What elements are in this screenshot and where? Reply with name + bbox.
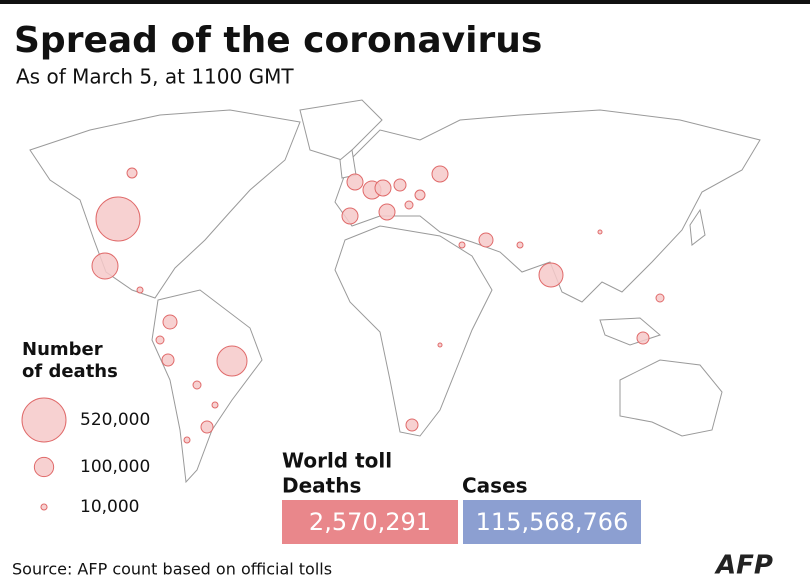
cases-label: Cases <box>462 474 528 498</box>
toll-title: World toll <box>282 449 392 473</box>
deaths-value: 2,570,291 <box>309 508 431 536</box>
logo: AFP <box>714 551 773 581</box>
legend-title: Number <box>22 339 103 360</box>
legend: 520,000 100,000 10,000 <box>21 397 150 517</box>
legend-title: of deaths <box>22 361 118 382</box>
deaths-label: Deaths <box>282 474 361 498</box>
legend-label: 520,000 <box>80 410 150 430</box>
deaths-box <box>282 500 458 544</box>
source: Source: AFP count based on official toll… <box>12 560 332 579</box>
top-bar <box>0 0 810 4</box>
legend-bubble <box>40 503 48 511</box>
cases-value: 115,568,766 <box>476 508 629 536</box>
legend-label: 10,000 <box>80 497 139 517</box>
legend-bubble <box>33 456 55 478</box>
legend-label: 100,000 <box>80 457 150 477</box>
cases-box <box>463 500 641 544</box>
legend-bubble <box>21 397 67 443</box>
world-map <box>29 99 761 484</box>
title: Spread of the coronavirus <box>14 20 542 61</box>
subtitle: As of March 5, at 1100 GMT <box>16 65 294 89</box>
bubbles <box>91 165 665 444</box>
